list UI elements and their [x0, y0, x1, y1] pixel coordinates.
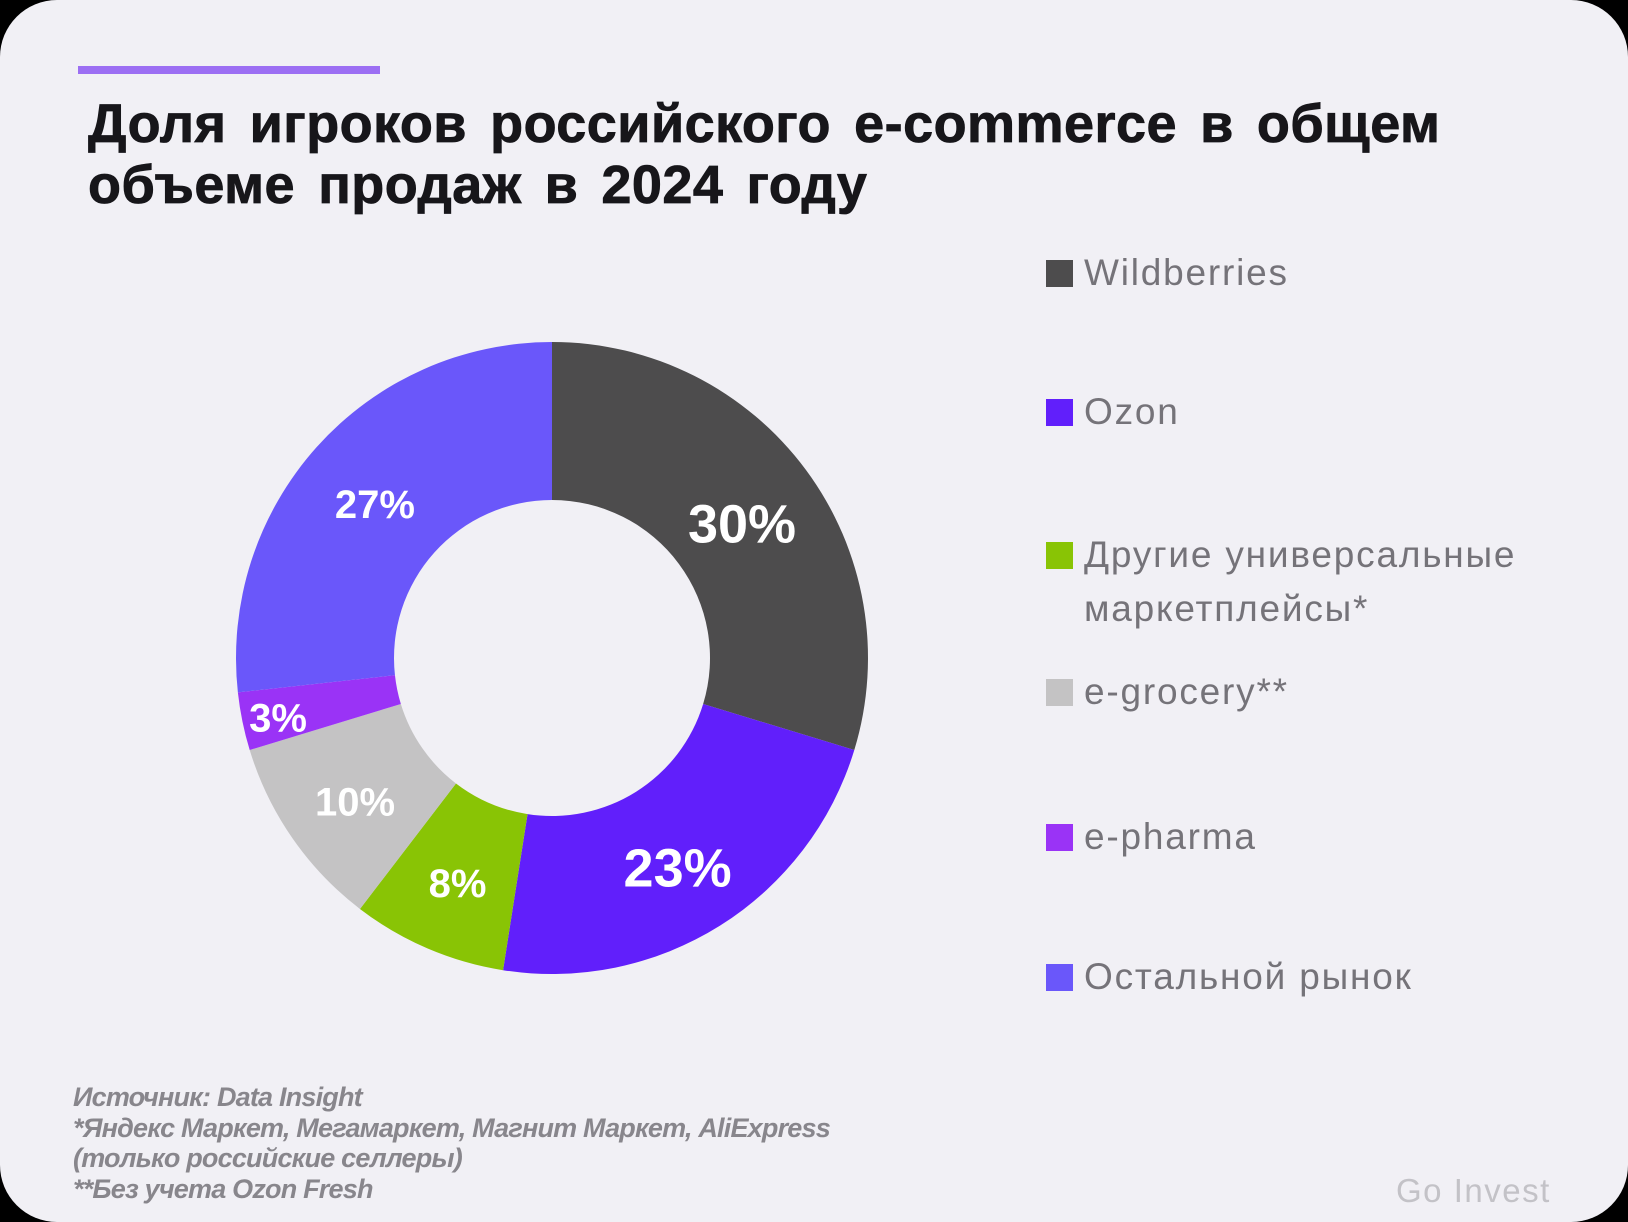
svg-text:8%: 8% [429, 862, 487, 906]
svg-text:23%: 23% [624, 839, 732, 899]
svg-text:10%: 10% [315, 780, 395, 824]
svg-text:27%: 27% [335, 483, 415, 527]
svg-text:3%: 3% [249, 697, 307, 741]
svg-text:30%: 30% [688, 495, 796, 555]
